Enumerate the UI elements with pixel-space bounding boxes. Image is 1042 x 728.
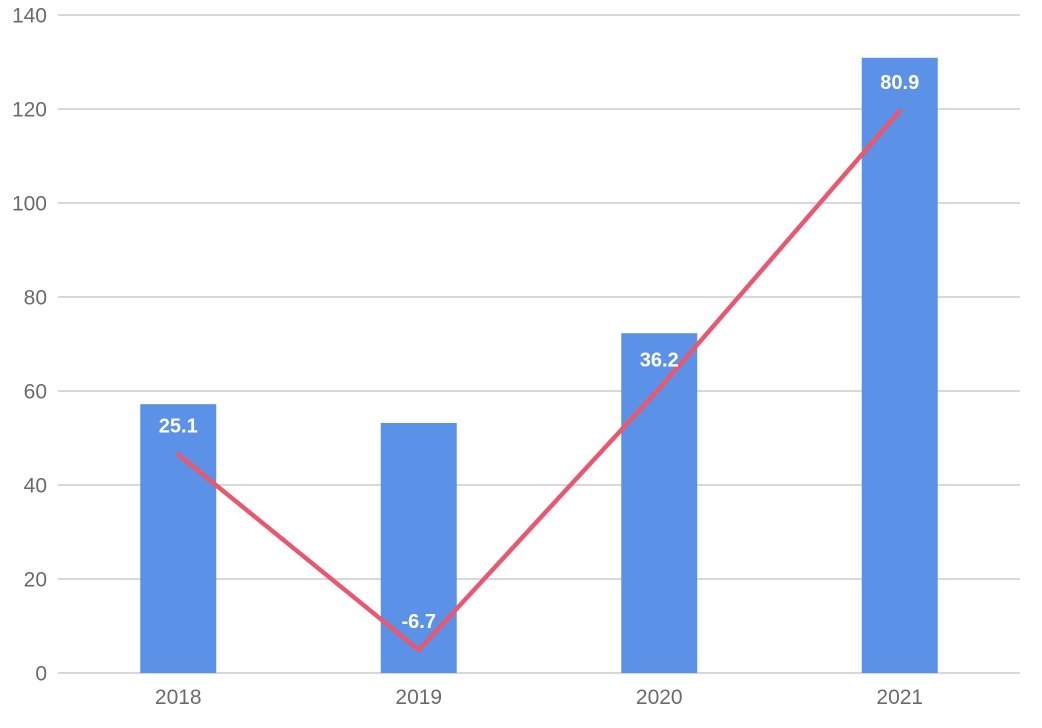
bar-2021 bbox=[861, 57, 938, 673]
y-tick-label: 60 bbox=[24, 381, 47, 404]
x-category-label: 2021 bbox=[876, 686, 923, 709]
line-value-label: 80.9 bbox=[880, 72, 919, 94]
line-value-label: 36.2 bbox=[640, 350, 679, 372]
y-tick-label: 0 bbox=[35, 663, 47, 686]
bar-2020 bbox=[621, 333, 698, 673]
trend-line bbox=[176, 108, 902, 653]
line-value-label: 25.1 bbox=[159, 415, 198, 437]
bar-2019 bbox=[380, 422, 457, 673]
bar-2018 bbox=[140, 404, 217, 673]
x-category-label: 2020 bbox=[636, 686, 683, 709]
line-value-label: -6.7 bbox=[402, 611, 436, 633]
y-tick-label: 80 bbox=[24, 287, 47, 310]
y-tick-label: 140 bbox=[12, 5, 47, 28]
y-tick-label: 100 bbox=[12, 193, 47, 216]
y-tick-label: 120 bbox=[12, 99, 47, 122]
y-tick-label: 40 bbox=[24, 475, 47, 498]
x-category-label: 2019 bbox=[395, 686, 442, 709]
x-category-label: 2018 bbox=[155, 686, 202, 709]
y-tick-label: 20 bbox=[24, 569, 47, 592]
